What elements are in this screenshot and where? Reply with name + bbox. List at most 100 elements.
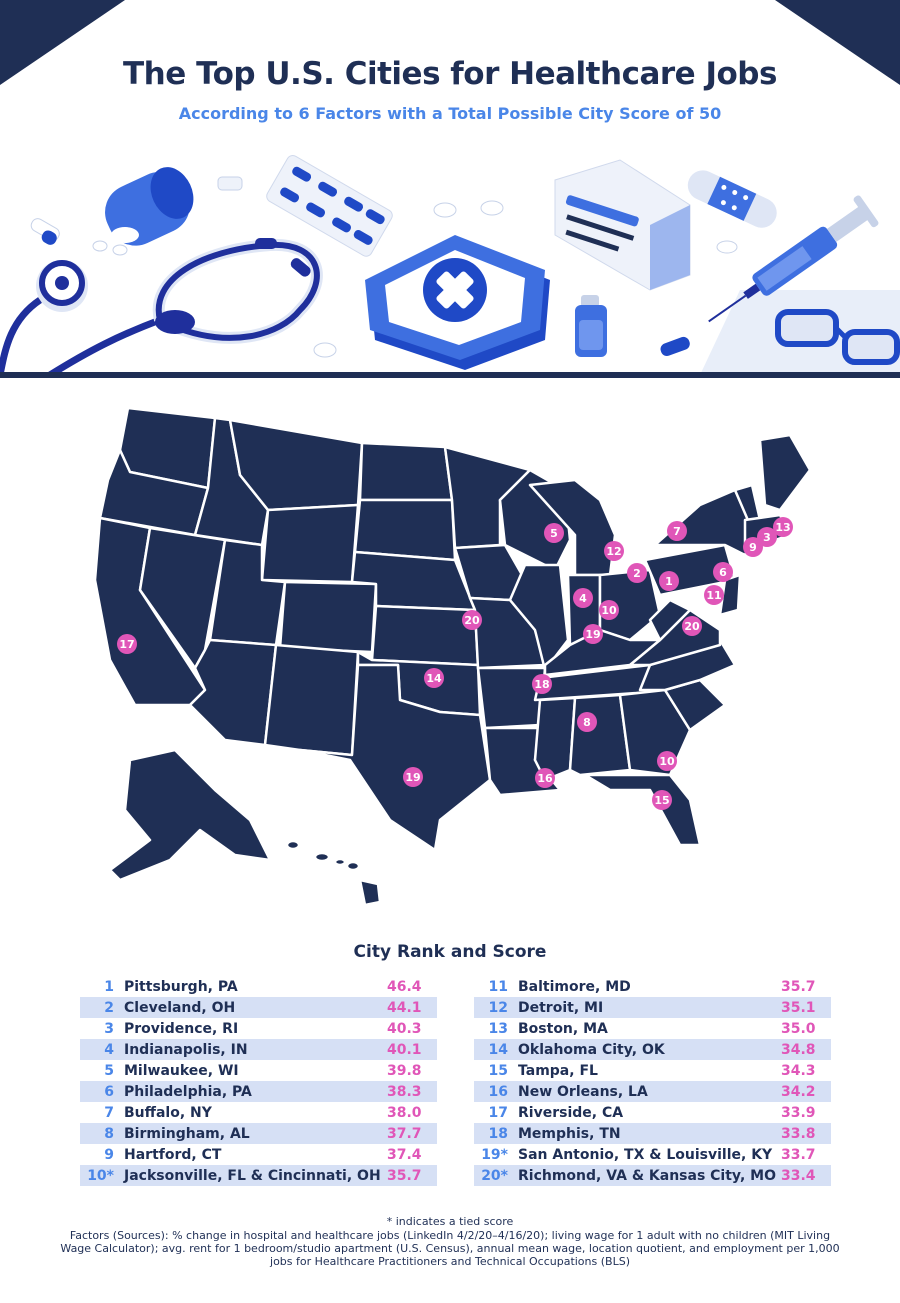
svg-text:15: 15 <box>654 794 669 807</box>
city-score: 34.3 <box>781 1062 816 1079</box>
rank-number: 5 <box>104 1062 114 1079</box>
map-marker-2[interactable]: 2 <box>627 563 647 583</box>
stethoscope-icon <box>0 238 323 378</box>
map-marker-11[interactable]: 11 <box>704 585 724 605</box>
map-marker-14[interactable]: 14 <box>424 668 444 688</box>
map-marker-15[interactable]: 15 <box>652 790 672 810</box>
city-name: Richmond, VA & Kansas City, MO <box>518 1167 776 1184</box>
medical-shield-icon <box>365 235 550 370</box>
rank-number: 18 <box>488 1125 508 1142</box>
table-row: 10* Jacksonville, FL & Cincinnati, OH 35.7 <box>80 1165 437 1186</box>
map-marker-9[interactable]: 9 <box>743 537 763 557</box>
city-name: Memphis, TN <box>518 1125 621 1142</box>
map-marker-18[interactable]: 18 <box>532 674 552 694</box>
map-marker-17[interactable]: 17 <box>117 634 137 654</box>
map-marker-19a[interactable]: 19 <box>583 624 603 644</box>
table-row: 20* Richmond, VA & Kansas City, MO 33.4 <box>474 1165 831 1186</box>
svg-text:13: 13 <box>775 521 790 534</box>
city-score: 34.2 <box>781 1083 816 1100</box>
rank-number: 8 <box>104 1125 114 1142</box>
map-marker-4[interactable]: 4 <box>573 588 593 608</box>
svg-text:7: 7 <box>673 525 681 538</box>
city-name: Buffalo, NY <box>124 1104 212 1121</box>
factors-sources: Factors (Sources): % change in hospital … <box>60 1229 840 1268</box>
rank-number: 12 <box>488 999 508 1016</box>
rank-number: 15 <box>488 1062 508 1079</box>
city-name: Boston, MA <box>518 1020 608 1037</box>
city-name: Riverside, CA <box>518 1104 624 1121</box>
map-marker-1[interactable]: 1 <box>659 571 679 591</box>
rank-number: 11 <box>488 978 508 995</box>
city-name: Baltimore, MD <box>518 978 631 995</box>
map-marker-16[interactable]: 16 <box>535 768 555 788</box>
svg-text:1: 1 <box>665 575 673 588</box>
rank-table-left: 1 Pittsburgh, PA 46.4 2 Cleveland, OH 44.1 3… <box>80 976 437 1186</box>
svg-text:10: 10 <box>601 604 617 617</box>
city-score: 37.4 <box>387 1146 422 1163</box>
table-row: 2 Cleveland, OH 44.1 <box>80 997 437 1018</box>
rank-number: 19* <box>481 1146 508 1163</box>
map-marker-19b[interactable]: 19 <box>403 767 423 787</box>
map-marker-10b[interactable]: 10 <box>657 751 677 771</box>
map-marker-8[interactable]: 8 <box>577 712 597 732</box>
city-score: 35.7 <box>781 978 816 995</box>
map-marker-13[interactable]: 13 <box>773 517 793 537</box>
svg-text:20: 20 <box>684 620 700 633</box>
table-row: 3 Providence, RI 40.3 <box>80 1018 437 1039</box>
city-score: 33.4 <box>781 1167 816 1184</box>
city-name: Hartford, CT <box>124 1146 222 1163</box>
vial-icon <box>575 295 607 357</box>
rank-number: 16 <box>488 1083 508 1100</box>
map-marker-7[interactable]: 7 <box>667 521 687 541</box>
city-name: Birmingham, AL <box>124 1125 250 1142</box>
city-score: 34.8 <box>781 1041 816 1058</box>
city-name: New Orleans, LA <box>518 1083 648 1100</box>
tie-footnote: * indicates a tied score <box>386 1215 514 1228</box>
city-score: 38.0 <box>387 1104 422 1121</box>
rank-number: 3 <box>104 1020 114 1037</box>
city-score: 35.7 <box>387 1167 422 1184</box>
rank-number: 13 <box>488 1020 508 1037</box>
svg-text:14: 14 <box>426 672 442 685</box>
table-row: 16 New Orleans, LA 34.2 <box>474 1081 831 1102</box>
pill-bottle-icon <box>92 167 194 256</box>
rank-number: 1 <box>104 978 114 995</box>
healthcare-illustration <box>0 155 900 378</box>
city-score: 40.3 <box>387 1020 422 1037</box>
rank-number: 17 <box>488 1104 508 1121</box>
table-row: 9 Hartford, CT 37.4 <box>80 1144 437 1165</box>
map-marker-6[interactable]: 6 <box>713 562 733 582</box>
us-map: 1 2 3 4 5 6 7 8 9 10 10 11 12 13 14 15 1… <box>93 406 812 907</box>
svg-text:5: 5 <box>550 527 558 540</box>
table-title: City Rank and Score <box>353 942 547 962</box>
city-name: Detroit, MI <box>518 999 604 1016</box>
page-subtitle: According to 6 Factors with a Total Poss… <box>178 104 722 123</box>
city-score: 44.1 <box>387 999 422 1016</box>
table-row: 7 Buffalo, NY 38.0 <box>80 1102 437 1123</box>
map-marker-20b[interactable]: 20 <box>682 616 702 636</box>
city-name: Jacksonville, FL & Cincinnati, OH <box>124 1167 381 1184</box>
svg-text:12: 12 <box>606 545 621 558</box>
svg-text:19: 19 <box>405 771 420 784</box>
city-name: Indianapolis, IN <box>124 1041 248 1058</box>
city-name: Pittsburgh, PA <box>124 978 238 995</box>
map-marker-3[interactable]: 3 <box>757 527 777 547</box>
city-markers: 1 2 3 4 5 6 7 8 9 10 10 11 12 13 14 15 1… <box>117 517 793 810</box>
svg-text:3: 3 <box>763 531 771 544</box>
city-score: 37.7 <box>387 1125 422 1142</box>
svg-text:8: 8 <box>583 716 591 729</box>
map-marker-10a[interactable]: 10 <box>599 600 619 620</box>
city-name: San Antonio, TX & Louisville, KY <box>518 1146 773 1163</box>
table-row: 8 Birmingham, AL 37.7 <box>80 1123 437 1144</box>
table-row: 12 Detroit, MI 35.1 <box>474 997 831 1018</box>
rank-table-right: 11 Baltimore, MD 35.7 12 Detroit, MI 35.1 13… <box>474 976 831 1186</box>
table-row: 4 Indianapolis, IN 40.1 <box>80 1039 437 1060</box>
syringe-icon <box>708 195 879 323</box>
map-marker-20a[interactable]: 20 <box>462 610 482 630</box>
map-marker-5[interactable]: 5 <box>544 523 564 543</box>
city-score: 39.8 <box>387 1062 422 1079</box>
corner-triangle-right <box>775 0 900 85</box>
map-marker-12[interactable]: 12 <box>604 541 624 561</box>
table-row: 18 Memphis, TN 33.8 <box>474 1123 831 1144</box>
city-name: Cleveland, OH <box>124 999 236 1016</box>
